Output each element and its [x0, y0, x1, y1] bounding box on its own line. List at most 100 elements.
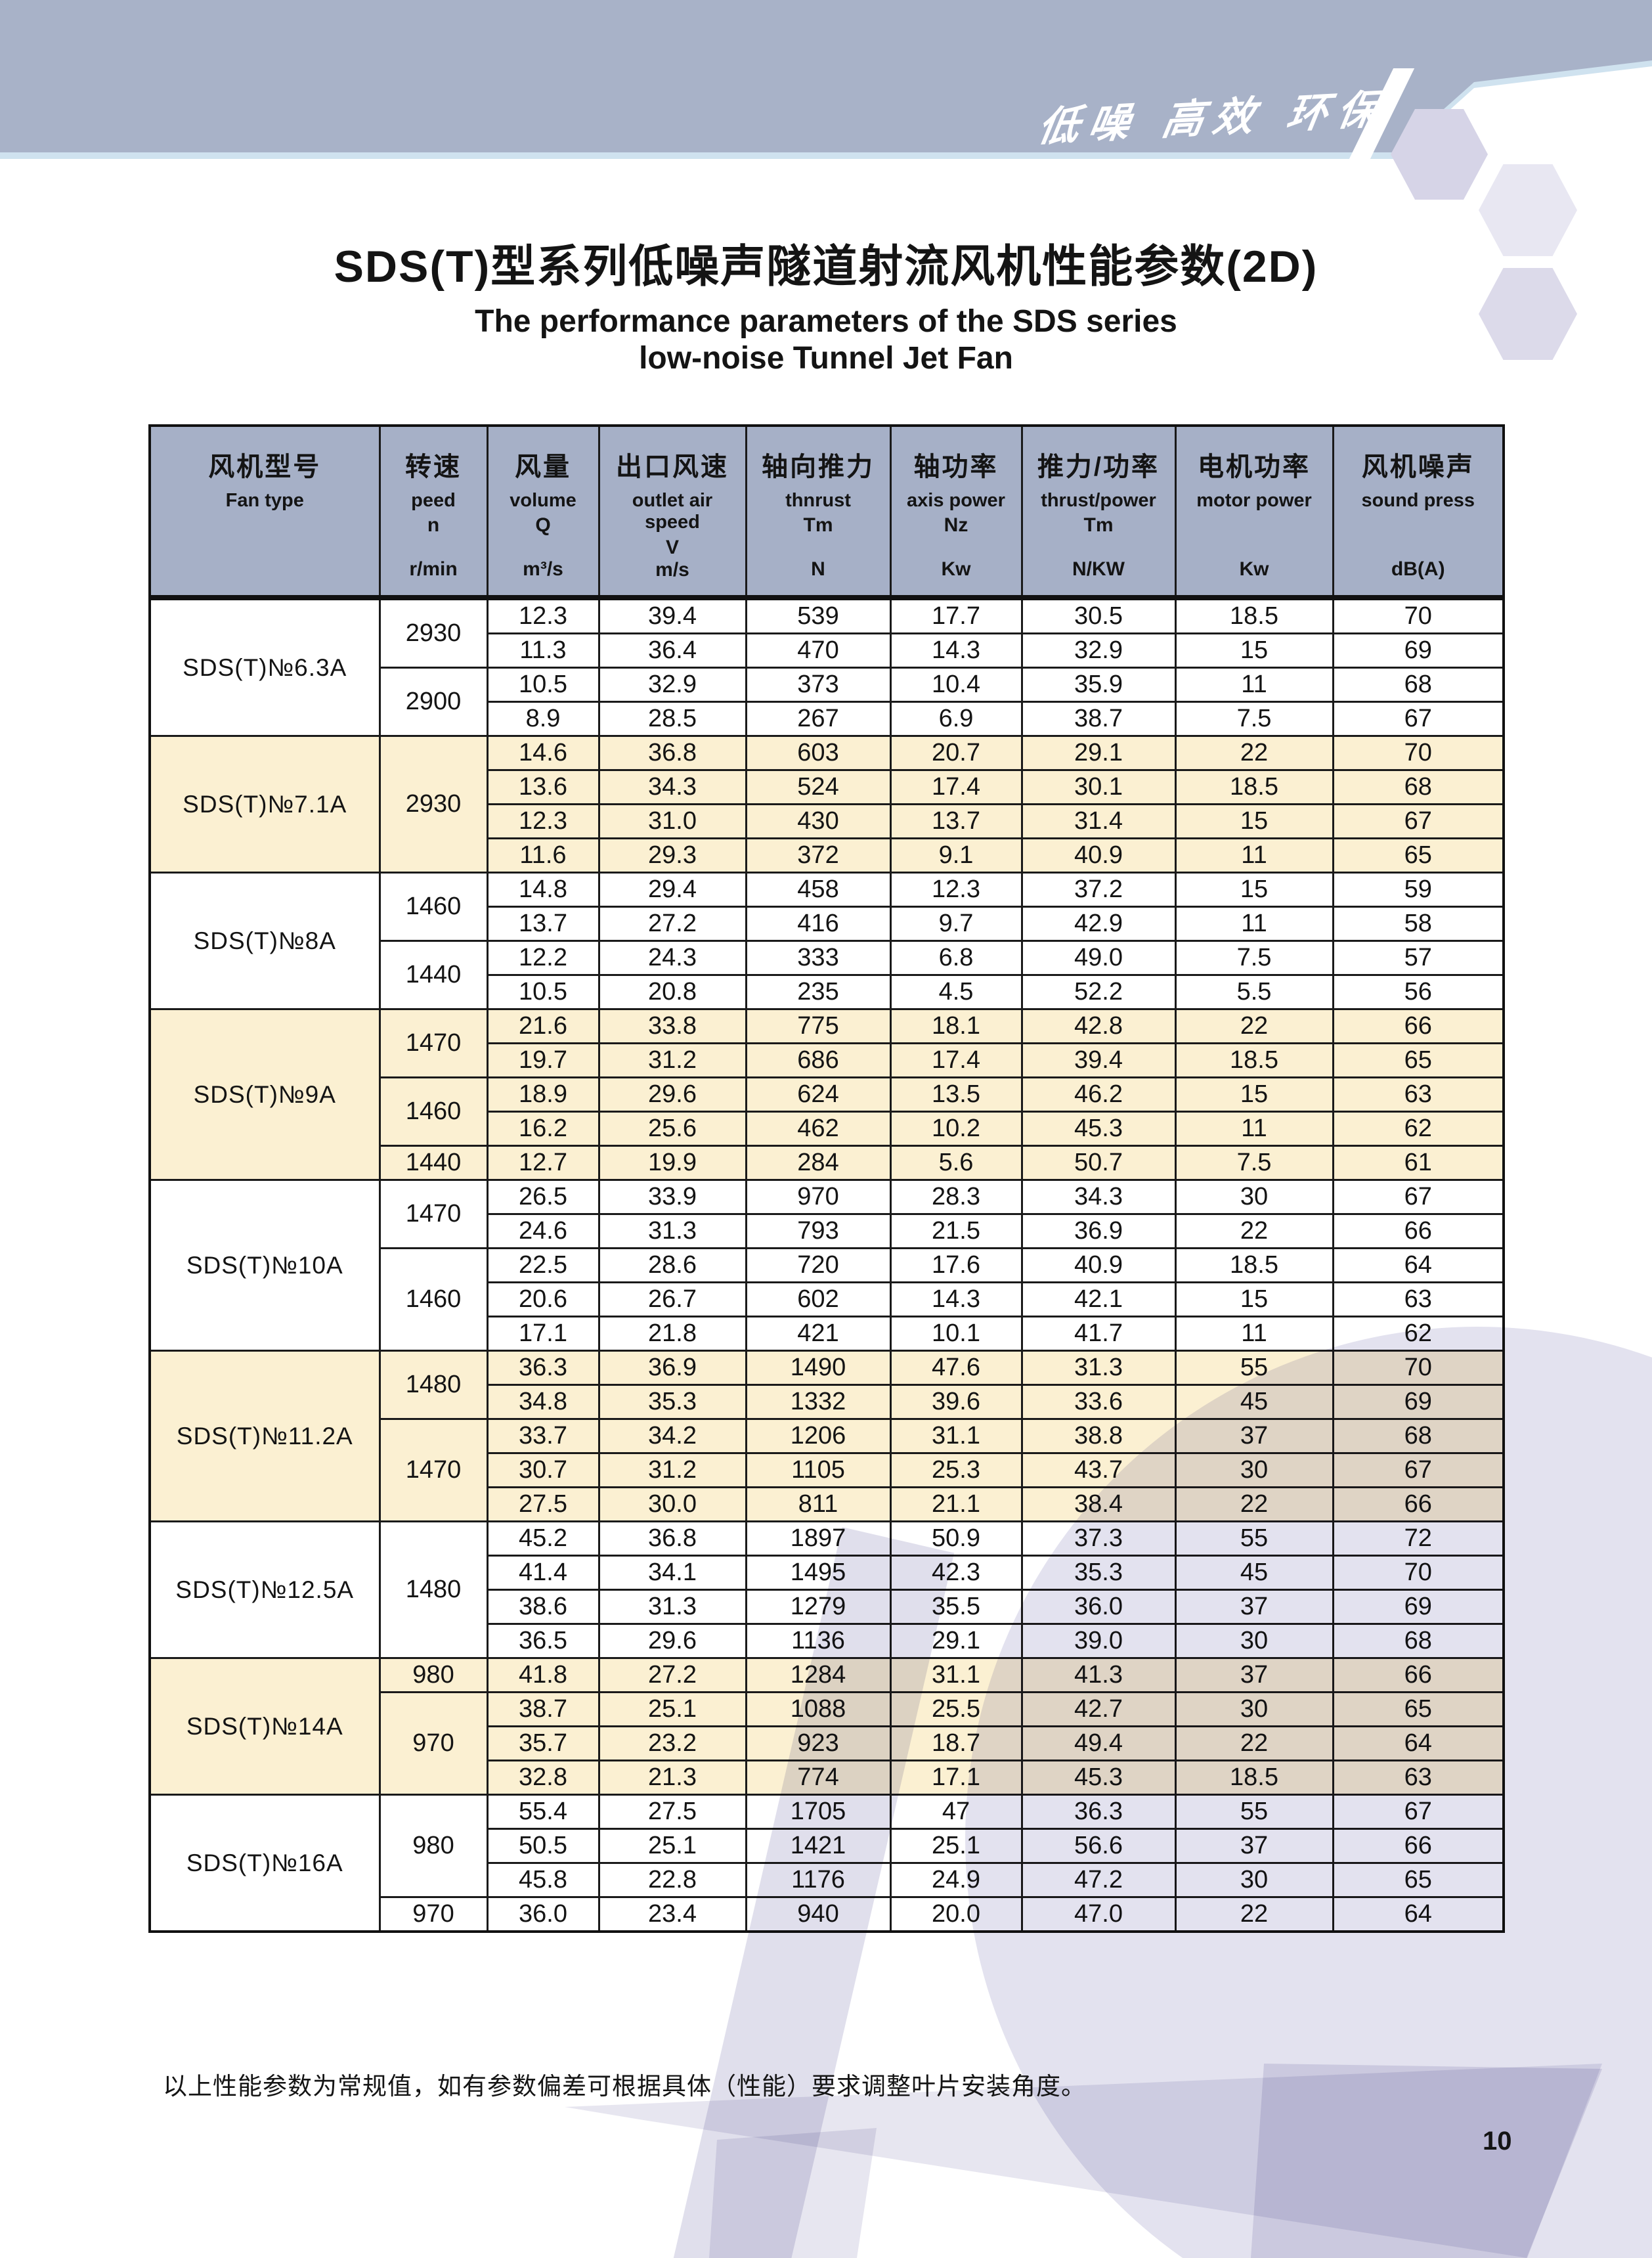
value-cell: 35.3: [598, 1384, 747, 1420]
value-cell: 64: [1332, 1896, 1505, 1933]
value-cell: 64: [1332, 1247, 1505, 1283]
page-title-en: The performance parameters of the SDS se…: [0, 303, 1652, 376]
column-header-cn: 出口风速: [616, 453, 729, 481]
value-cell: 27.5: [598, 1794, 747, 1830]
value-cell: 923: [745, 1725, 892, 1761]
column-header-cn: 风量: [515, 453, 571, 481]
value-cell: 27.2: [598, 1657, 747, 1693]
value-cell: 720: [745, 1247, 892, 1283]
column-header-cn: 风机型号: [208, 453, 322, 481]
value-cell: 940: [745, 1896, 892, 1933]
value-cell: 18.9: [486, 1076, 600, 1113]
value-cell: 20.7: [889, 735, 1023, 771]
value-cell: 12.3: [486, 596, 600, 634]
value-cell: 35.7: [486, 1725, 600, 1761]
page-title-cn: SDS(T)型系列低噪声隧道射流风机性能参数(2D): [334, 242, 1318, 292]
value-cell: 37.2: [1020, 872, 1177, 908]
value-cell: 22: [1174, 1008, 1334, 1044]
speed-cell: 1460: [378, 872, 489, 942]
value-cell: 47.0: [1020, 1896, 1177, 1933]
value-cell: 33.9: [598, 1179, 747, 1215]
fan-type-cell: SDS(T)№16A: [148, 1794, 381, 1933]
value-cell: 31.4: [1020, 803, 1177, 839]
value-cell: 35.3: [1020, 1555, 1177, 1591]
value-cell: 34.8: [486, 1384, 600, 1420]
value-cell: 70: [1332, 1350, 1505, 1386]
value-cell: 10.5: [486, 667, 600, 703]
value-cell: 45.3: [1020, 1760, 1177, 1796]
value-cell: 10.5: [486, 974, 600, 1010]
value-cell: 1279: [745, 1589, 892, 1625]
value-cell: 67: [1332, 1794, 1505, 1830]
value-cell: 45.8: [486, 1862, 600, 1898]
value-cell: 36.4: [598, 632, 747, 669]
value-cell: 40.9: [1020, 837, 1177, 874]
speed-cell: 2900: [378, 667, 489, 737]
value-cell: 45.3: [1020, 1111, 1177, 1147]
value-cell: 58: [1332, 906, 1505, 942]
value-cell: 63: [1332, 1076, 1505, 1113]
value-cell: 33.7: [486, 1418, 600, 1454]
value-cell: 6.9: [889, 701, 1023, 737]
value-cell: 32.9: [1020, 632, 1177, 669]
value-cell: 66: [1332, 1213, 1505, 1249]
value-cell: 67: [1332, 701, 1505, 737]
value-cell: 11: [1174, 837, 1334, 874]
value-cell: 29.3: [598, 837, 747, 874]
value-cell: 43.7: [1020, 1452, 1177, 1488]
value-cell: 14.3: [889, 1281, 1023, 1317]
value-cell: 18.1: [889, 1008, 1023, 1044]
value-cell: 55.4: [486, 1794, 600, 1830]
value-cell: 21.8: [598, 1316, 747, 1352]
page-title-en-line1: The performance parameters of the SDS se…: [475, 304, 1177, 339]
column-header-unit: r/min: [409, 558, 458, 580]
column-header-unit: N/KW: [1072, 558, 1125, 580]
value-cell: 793: [745, 1213, 892, 1249]
value-cell: 62: [1332, 1111, 1505, 1147]
table-row: SDS(T)№7.1A 2930 14.6 36.8 603 20.7 29.1 22 70: [148, 735, 1505, 874]
value-cell: 30: [1174, 1691, 1334, 1727]
value-cell: 22: [1174, 1213, 1334, 1249]
value-cell: 30.5: [1020, 596, 1177, 634]
speed-cell: 980: [378, 1657, 489, 1693]
value-cell: 52.2: [1020, 974, 1177, 1010]
value-cell: 22.5: [486, 1247, 600, 1283]
value-cell: 23.4: [598, 1896, 747, 1933]
value-cell: 17.4: [889, 769, 1023, 805]
value-cell: 11: [1174, 1111, 1334, 1147]
value-cell: 17.7: [889, 596, 1023, 634]
value-cell: 28.3: [889, 1179, 1023, 1215]
column-header-unit: Kw: [1239, 558, 1269, 580]
value-cell: 70: [1332, 596, 1505, 634]
column-header-en: thrust/power: [1041, 490, 1156, 511]
value-cell: 14.6: [486, 735, 600, 771]
value-cell: 39.4: [598, 596, 747, 634]
value-cell: 6.8: [889, 940, 1023, 976]
value-cell: 1284: [745, 1657, 892, 1693]
column-header-sym: Tm: [1083, 514, 1114, 537]
value-cell: 34.2: [598, 1418, 747, 1454]
table-body: SDS(T)№6.3A 2930 12.3 39.4 539 17.7 30.5 18.5 70…: [148, 596, 1505, 1933]
column-header-sym: Q: [535, 514, 551, 537]
speed-cell: 970: [378, 1691, 489, 1796]
value-cell: 36.9: [1020, 1213, 1177, 1249]
table-row: 1460 22.5 28.6 720 17.6 40.9 18.5 64: [150, 1247, 1505, 1352]
column-header-sym: Nz: [944, 514, 968, 537]
value-cell: 27.5: [486, 1486, 600, 1522]
value-cell: 22: [1174, 1486, 1334, 1522]
value-cell: 30.0: [598, 1486, 747, 1522]
value-cell: 69: [1332, 632, 1505, 669]
value-cell: 18.5: [1174, 1042, 1334, 1078]
table-row: 24.6 31.3 793 21.5 36.9 22 66: [150, 1213, 1505, 1249]
value-cell: 59: [1332, 872, 1505, 908]
value-cell: 45.2: [486, 1520, 600, 1557]
value-cell: 37: [1174, 1589, 1334, 1625]
value-cell: 24.9: [889, 1862, 1023, 1898]
value-cell: 47.2: [1020, 1862, 1177, 1898]
column-header-unit: N: [811, 558, 825, 580]
value-cell: 1705: [745, 1794, 892, 1830]
value-cell: 38.7: [486, 1691, 600, 1727]
speed-cell: 980: [378, 1794, 489, 1898]
